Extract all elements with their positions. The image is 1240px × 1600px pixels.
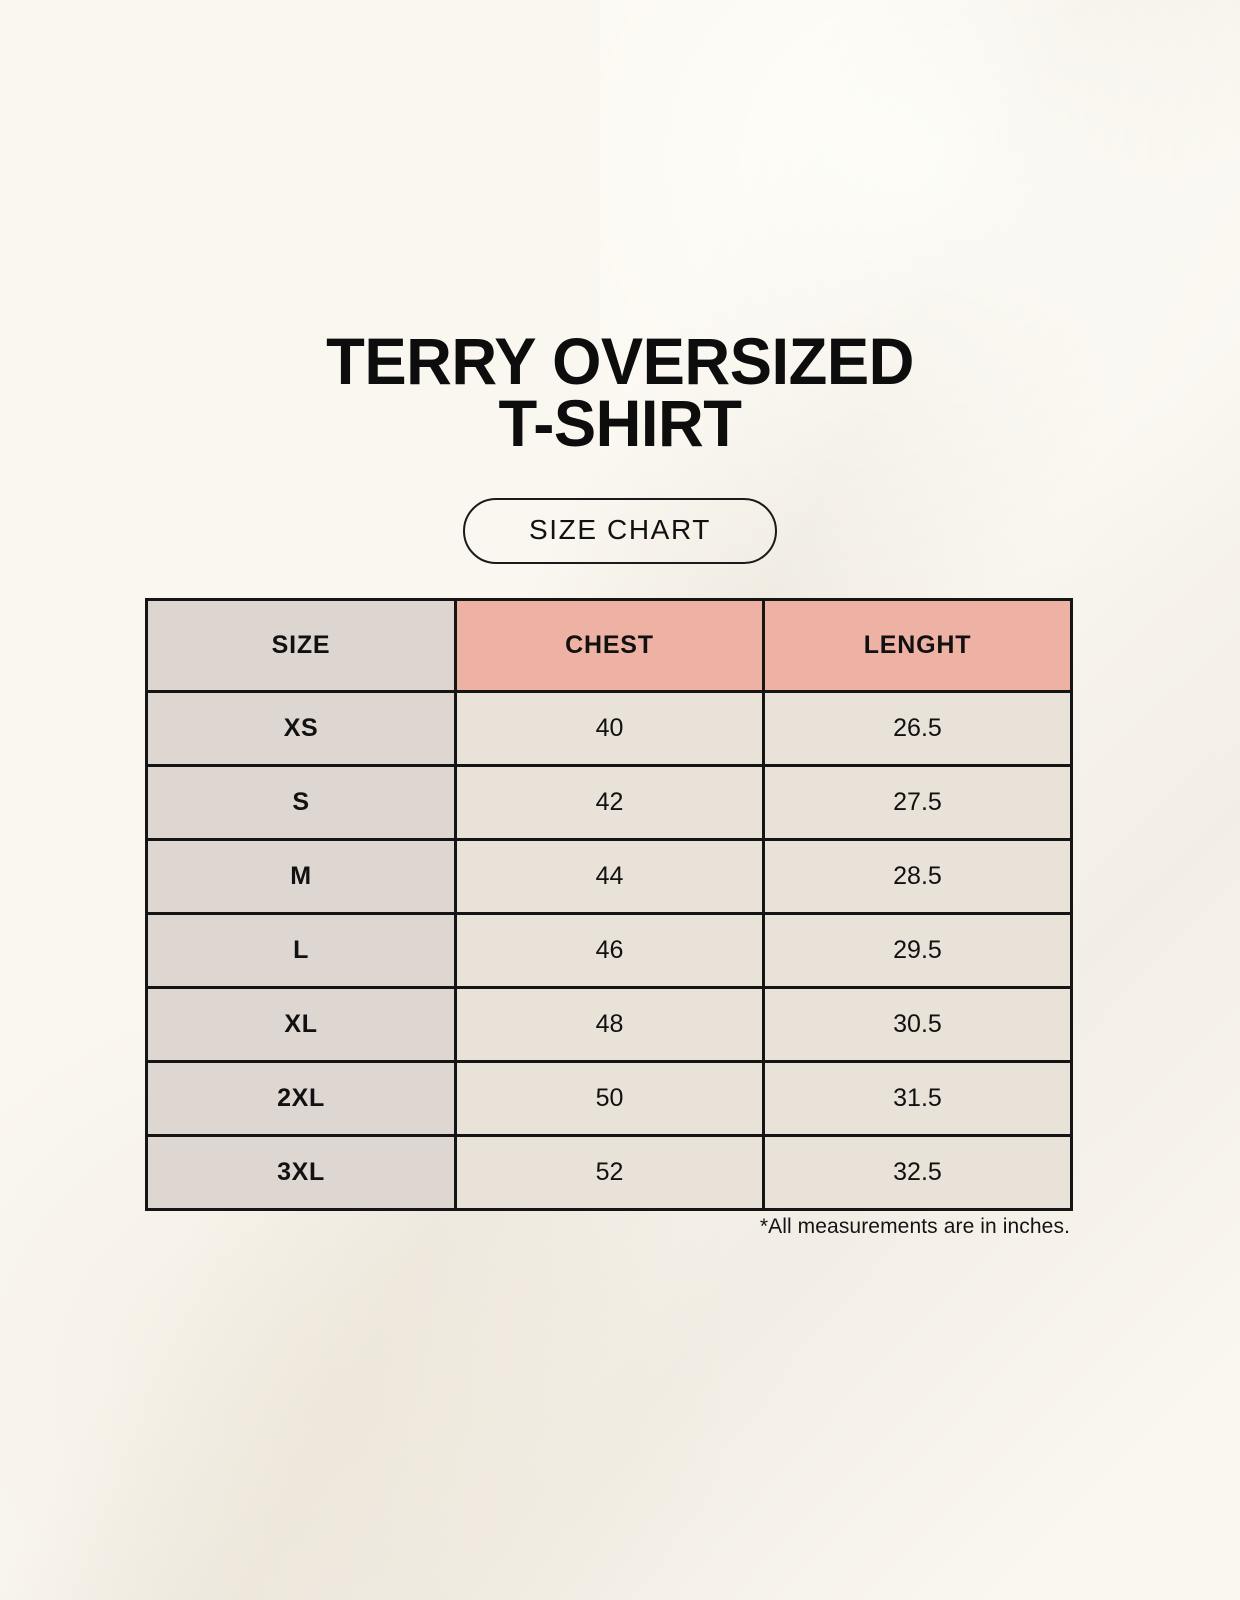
cell-size: S — [145, 764, 457, 841]
size-chart-table: SIZE CHEST LENGHT XS 40 26.5 S 42 27.5 M — [145, 598, 1073, 1211]
cell-size: XL — [145, 986, 457, 1063]
cell-size: XS — [145, 690, 457, 767]
column-header-chest: CHEST — [454, 598, 765, 693]
cell-length: 32.5 — [762, 1134, 1073, 1211]
cell-chest: 42 — [454, 764, 765, 841]
table-row: M 44 28.5 — [145, 838, 1073, 915]
table-row: XL 48 30.5 — [145, 986, 1073, 1063]
column-header-size: SIZE — [145, 598, 457, 693]
size-chart-pill-container: SIZE CHART — [0, 498, 1240, 564]
cell-size: M — [145, 838, 457, 915]
size-table-container: SIZE CHEST LENGHT XS 40 26.5 S 42 27.5 M — [145, 598, 1073, 1211]
cell-length: 31.5 — [762, 1060, 1073, 1137]
cell-chest: 48 — [454, 986, 765, 1063]
cell-length: 26.5 — [762, 690, 1073, 767]
table-row: S 42 27.5 — [145, 764, 1073, 841]
table-header-row: SIZE CHEST LENGHT — [145, 598, 1073, 693]
cell-length: 27.5 — [762, 764, 1073, 841]
cell-length: 29.5 — [762, 912, 1073, 989]
cell-length: 28.5 — [762, 838, 1073, 915]
table-row: 3XL 52 32.5 — [145, 1134, 1073, 1211]
table-row: XS 40 26.5 — [145, 690, 1073, 767]
cell-length: 30.5 — [762, 986, 1073, 1063]
cell-chest: 44 — [454, 838, 765, 915]
cell-chest: 40 — [454, 690, 765, 767]
cell-chest: 52 — [454, 1134, 765, 1211]
table-row: 2XL 50 31.5 — [145, 1060, 1073, 1137]
column-header-length: LENGHT — [762, 598, 1073, 693]
cell-size: 2XL — [145, 1060, 457, 1137]
cell-chest: 46 — [454, 912, 765, 989]
table-row: L 46 29.5 — [145, 912, 1073, 989]
table-header: SIZE CHEST LENGHT — [145, 598, 1073, 693]
cell-size: 3XL — [145, 1134, 457, 1211]
page-title-line-2: T-SHIRT — [498, 386, 742, 460]
size-chart-badge: SIZE CHART — [463, 498, 777, 564]
page-title: TERRY OVERSIZED T-SHIRT — [0, 324, 1240, 460]
measurement-unit-note: *All measurements are in inches. — [759, 1215, 1070, 1238]
table-body: XS 40 26.5 S 42 27.5 M 44 28.5 L 46 — [145, 690, 1073, 1211]
page-title-line-1: TERRY OVERSIZED — [326, 324, 914, 398]
cell-size: L — [145, 912, 457, 989]
cell-chest: 50 — [454, 1060, 765, 1137]
